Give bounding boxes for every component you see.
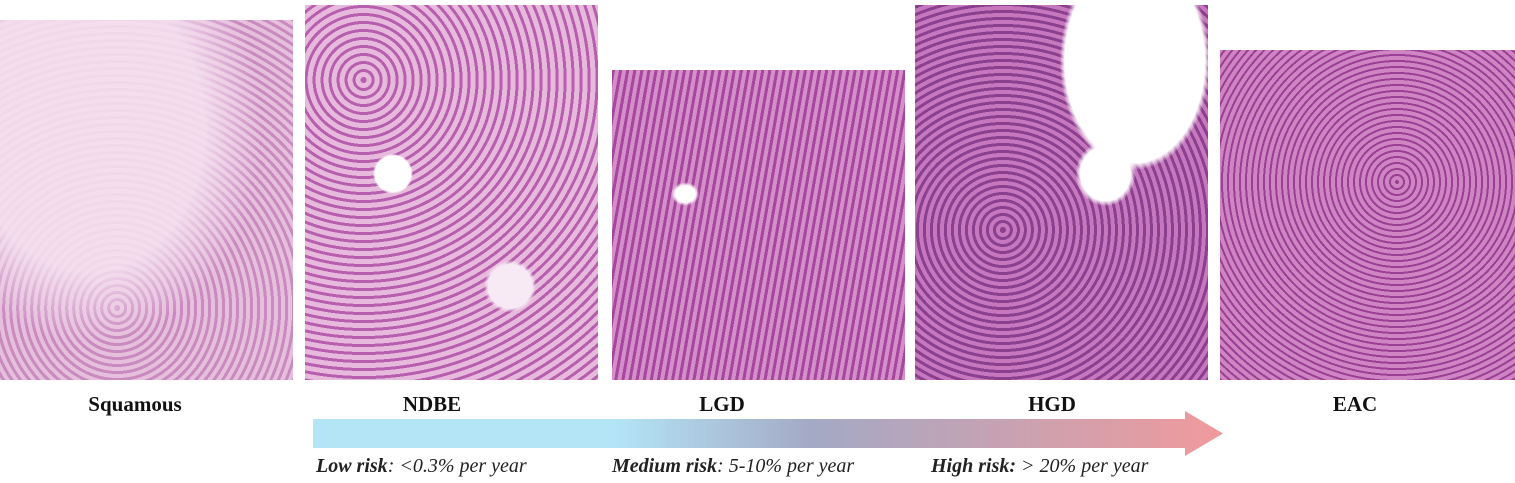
histology-image-hgd	[915, 5, 1208, 380]
label-ndbe: NDBE	[402, 392, 462, 416]
risk-progression-arrow	[313, 411, 1223, 456]
histology-image-ndbe	[305, 5, 598, 380]
label-lgd: LGD	[699, 392, 745, 416]
label-eac: EAC	[1332, 392, 1378, 416]
risk-low: Low risk: <0.3% per year	[316, 455, 527, 477]
risk-high: High risk: > 20% per year	[931, 455, 1149, 477]
histology-image-eac	[1220, 50, 1515, 380]
histology-image-lgd	[612, 70, 905, 380]
histology-image-squamous	[0, 20, 293, 380]
label-squamous: Squamous	[88, 392, 182, 416]
risk-medium: Medium risk: 5-10% per year	[612, 455, 855, 477]
label-hgd: HGD	[1028, 392, 1076, 416]
arrow-shape	[313, 411, 1223, 456]
